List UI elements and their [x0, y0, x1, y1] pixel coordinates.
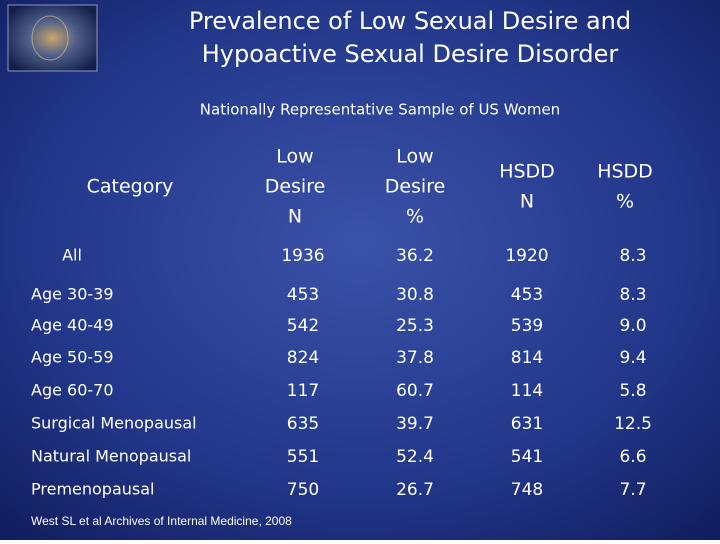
cell: 60.7 [396, 381, 434, 401]
cell: 750 [287, 480, 319, 500]
cell: 52.4 [396, 447, 434, 467]
row-label: Surgical Menopausal [31, 414, 197, 433]
row-label: All [62, 246, 82, 265]
column-header: Desire [265, 176, 326, 198]
cell: 542 [287, 316, 319, 336]
column-header: Low [276, 146, 313, 168]
cell: 453 [511, 285, 543, 305]
column-header: Desire [385, 176, 446, 198]
cell: 8.3 [619, 285, 646, 305]
cell: 6.6 [619, 447, 646, 467]
cell: 114 [511, 381, 543, 401]
footnote: West SL et al Archives of Internal Medic… [31, 514, 292, 528]
cell: 36.2 [396, 246, 434, 266]
column-header: % [616, 191, 634, 213]
thumbnail-image [7, 4, 98, 72]
row-label: Age 40-49 [31, 316, 114, 335]
cell: 7.7 [619, 480, 646, 500]
row-label: Age 30-39 [31, 285, 114, 304]
cell: 26.7 [396, 480, 434, 500]
cell: 824 [287, 348, 319, 368]
cell: 5.8 [619, 381, 646, 401]
thumbnail-figure [31, 15, 69, 61]
column-header: % [406, 206, 424, 228]
row-label: Age 60-70 [31, 381, 114, 400]
content: Prevalence of Low Sexual Desire and Hypoa… [31, 7, 653, 528]
title-line: Prevalence of Low Sexual Desire and [189, 7, 631, 35]
row-label: Age 50-59 [31, 348, 114, 367]
cell: 117 [287, 381, 319, 401]
cell: 39.7 [396, 414, 434, 434]
cell: 25.3 [396, 316, 434, 336]
cell: 539 [511, 316, 543, 336]
cell: 1920 [505, 246, 548, 266]
column-header: N [288, 206, 302, 228]
cell: 9.4 [619, 348, 646, 368]
cell: 631 [511, 414, 543, 434]
column-header: HSDD [499, 161, 555, 183]
cell: 12.5 [614, 414, 652, 434]
cell: 37.8 [396, 348, 434, 368]
cell: 814 [511, 348, 543, 368]
title-line: Hypoactive Sexual Desire Disorder [202, 40, 619, 68]
cell: 541 [511, 447, 543, 467]
row-label: Natural Menopausal [31, 447, 191, 466]
column-header: Category [87, 176, 174, 198]
cell: 453 [287, 285, 319, 305]
subtitle: Nationally Representative Sample of US W… [200, 101, 560, 119]
column-header: Low [396, 146, 433, 168]
cell: 30.8 [396, 285, 434, 305]
row-label: Premenopausal [31, 480, 154, 499]
column-header: N [520, 191, 534, 213]
column-header: HSDD [597, 161, 653, 183]
cell: 9.0 [619, 316, 646, 336]
cell: 551 [287, 447, 319, 467]
cell: 635 [287, 414, 319, 434]
cell: 1936 [281, 246, 324, 266]
cell: 748 [511, 480, 543, 500]
cell: 8.3 [619, 246, 646, 266]
